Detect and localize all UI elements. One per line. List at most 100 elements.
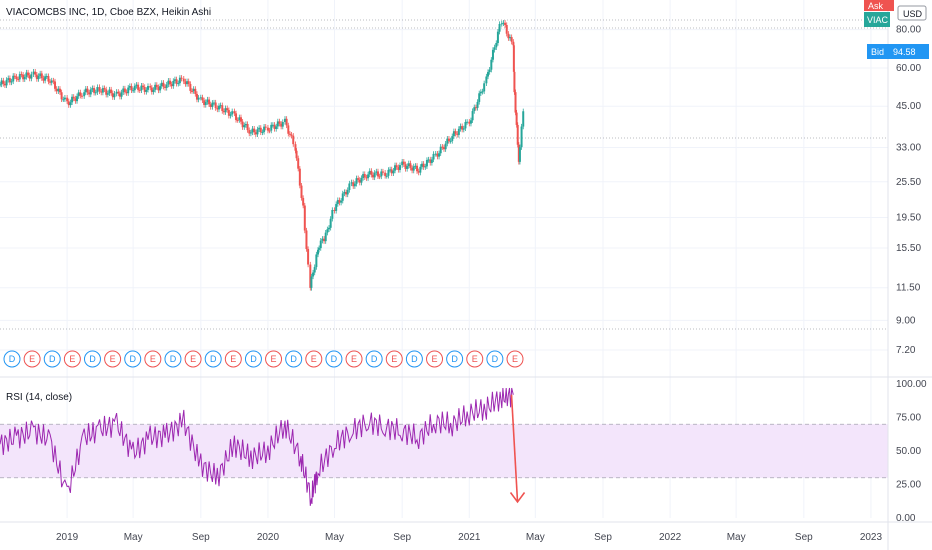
candle-body bbox=[216, 108, 219, 110]
candle-body bbox=[55, 88, 58, 92]
candle-body bbox=[170, 84, 173, 87]
earnings-marker[interactable]: E bbox=[426, 350, 444, 368]
candle-body bbox=[249, 132, 252, 134]
earnings-marker[interactable]: E bbox=[385, 350, 403, 368]
dividend-marker[interactable]: D bbox=[446, 350, 464, 368]
bid-tag: Bid 94.58 bbox=[867, 44, 929, 59]
candle-body bbox=[340, 200, 343, 203]
candle-body bbox=[67, 101, 70, 106]
dividend-marker[interactable]: D bbox=[365, 350, 383, 368]
x-tick-label: Sep bbox=[192, 532, 210, 543]
candle-body bbox=[490, 59, 493, 70]
candle-body bbox=[353, 183, 356, 187]
candle-body bbox=[370, 170, 373, 175]
candle-body bbox=[456, 133, 459, 135]
candle-body bbox=[233, 111, 236, 114]
event-letter: E bbox=[512, 354, 518, 364]
candle-body bbox=[451, 136, 454, 141]
candle-body bbox=[147, 86, 149, 90]
dividend-marker[interactable]: D bbox=[3, 350, 21, 368]
event-circle bbox=[446, 350, 464, 368]
candle-body bbox=[162, 82, 165, 87]
candle-body bbox=[44, 76, 47, 81]
event-circle bbox=[345, 350, 363, 368]
candle-body bbox=[182, 78, 185, 82]
earnings-marker[interactable]: E bbox=[184, 350, 202, 368]
earnings-marker[interactable]: E bbox=[305, 350, 323, 368]
candle-body bbox=[118, 93, 121, 97]
candle-body bbox=[88, 92, 91, 95]
earnings-marker[interactable]: E bbox=[265, 350, 283, 368]
event-letter: D bbox=[331, 354, 338, 364]
candle-body bbox=[83, 92, 86, 97]
candle-body bbox=[398, 165, 401, 170]
earnings-marker[interactable]: E bbox=[224, 350, 242, 368]
earnings-marker[interactable]: E bbox=[23, 350, 41, 368]
y-tick-label: 19.50 bbox=[896, 212, 921, 223]
candle-body bbox=[346, 189, 349, 195]
earnings-marker[interactable]: E bbox=[506, 350, 524, 368]
candle-body bbox=[201, 97, 204, 101]
candle-body bbox=[86, 88, 89, 93]
candle-body bbox=[362, 174, 365, 178]
dividend-marker[interactable]: D bbox=[405, 350, 423, 368]
earnings-marker[interactable]: E bbox=[104, 350, 122, 368]
candle-body bbox=[338, 200, 341, 203]
candle-body bbox=[336, 200, 339, 205]
candle-body bbox=[310, 276, 313, 288]
candle-body bbox=[169, 80, 172, 85]
candle-body bbox=[474, 107, 477, 109]
earnings-marker[interactable]: E bbox=[63, 350, 81, 368]
candle-body bbox=[108, 89, 111, 94]
candle-body bbox=[438, 153, 441, 157]
candle-body bbox=[243, 125, 246, 128]
candle-body bbox=[5, 79, 8, 86]
candle-body bbox=[276, 121, 279, 127]
candle-body bbox=[177, 83, 180, 85]
candle-body bbox=[512, 45, 515, 72]
candle-body bbox=[392, 170, 395, 174]
earnings-marker[interactable]: E bbox=[466, 350, 484, 368]
event-letter: D bbox=[371, 354, 378, 364]
event-letter: D bbox=[170, 354, 177, 364]
candle-body bbox=[195, 93, 198, 100]
bid-label: Bid bbox=[871, 47, 884, 57]
dividend-marker[interactable]: D bbox=[83, 350, 101, 368]
dividend-marker[interactable]: D bbox=[486, 350, 504, 368]
candle-body bbox=[106, 93, 109, 95]
currency-button[interactable]: USD bbox=[897, 5, 927, 21]
dividend-marker[interactable]: D bbox=[285, 350, 303, 368]
candle-body bbox=[142, 85, 145, 87]
candle-body bbox=[307, 249, 310, 265]
candle-body bbox=[375, 171, 378, 173]
dividend-marker[interactable]: D bbox=[164, 350, 182, 368]
dividend-marker[interactable]: D bbox=[204, 350, 222, 368]
candle-body bbox=[420, 163, 423, 167]
candle-body bbox=[471, 111, 474, 121]
candle-body bbox=[488, 69, 491, 73]
dividend-marker[interactable]: D bbox=[43, 350, 61, 368]
candle-body bbox=[133, 85, 136, 91]
candle-body bbox=[72, 96, 75, 99]
candle-body bbox=[111, 93, 114, 98]
dividend-marker[interactable]: D bbox=[244, 350, 262, 368]
rsi-panel bbox=[0, 387, 888, 506]
candle-body bbox=[246, 124, 249, 131]
y-tick-label: 60.00 bbox=[896, 63, 921, 74]
dividend-marker[interactable]: D bbox=[124, 350, 142, 368]
candle-body bbox=[159, 86, 162, 91]
earnings-marker[interactable]: E bbox=[345, 350, 363, 368]
event-circle bbox=[466, 350, 484, 368]
candle-body bbox=[473, 107, 476, 112]
dividend-marker[interactable]: D bbox=[325, 350, 343, 368]
candle-body bbox=[263, 126, 266, 132]
candle-body bbox=[290, 134, 293, 136]
candle-body bbox=[23, 76, 26, 80]
currency-label[interactable]: USD bbox=[903, 9, 923, 19]
candle-body bbox=[20, 74, 23, 76]
earnings-marker[interactable]: E bbox=[144, 350, 162, 368]
candle-body bbox=[365, 177, 368, 179]
